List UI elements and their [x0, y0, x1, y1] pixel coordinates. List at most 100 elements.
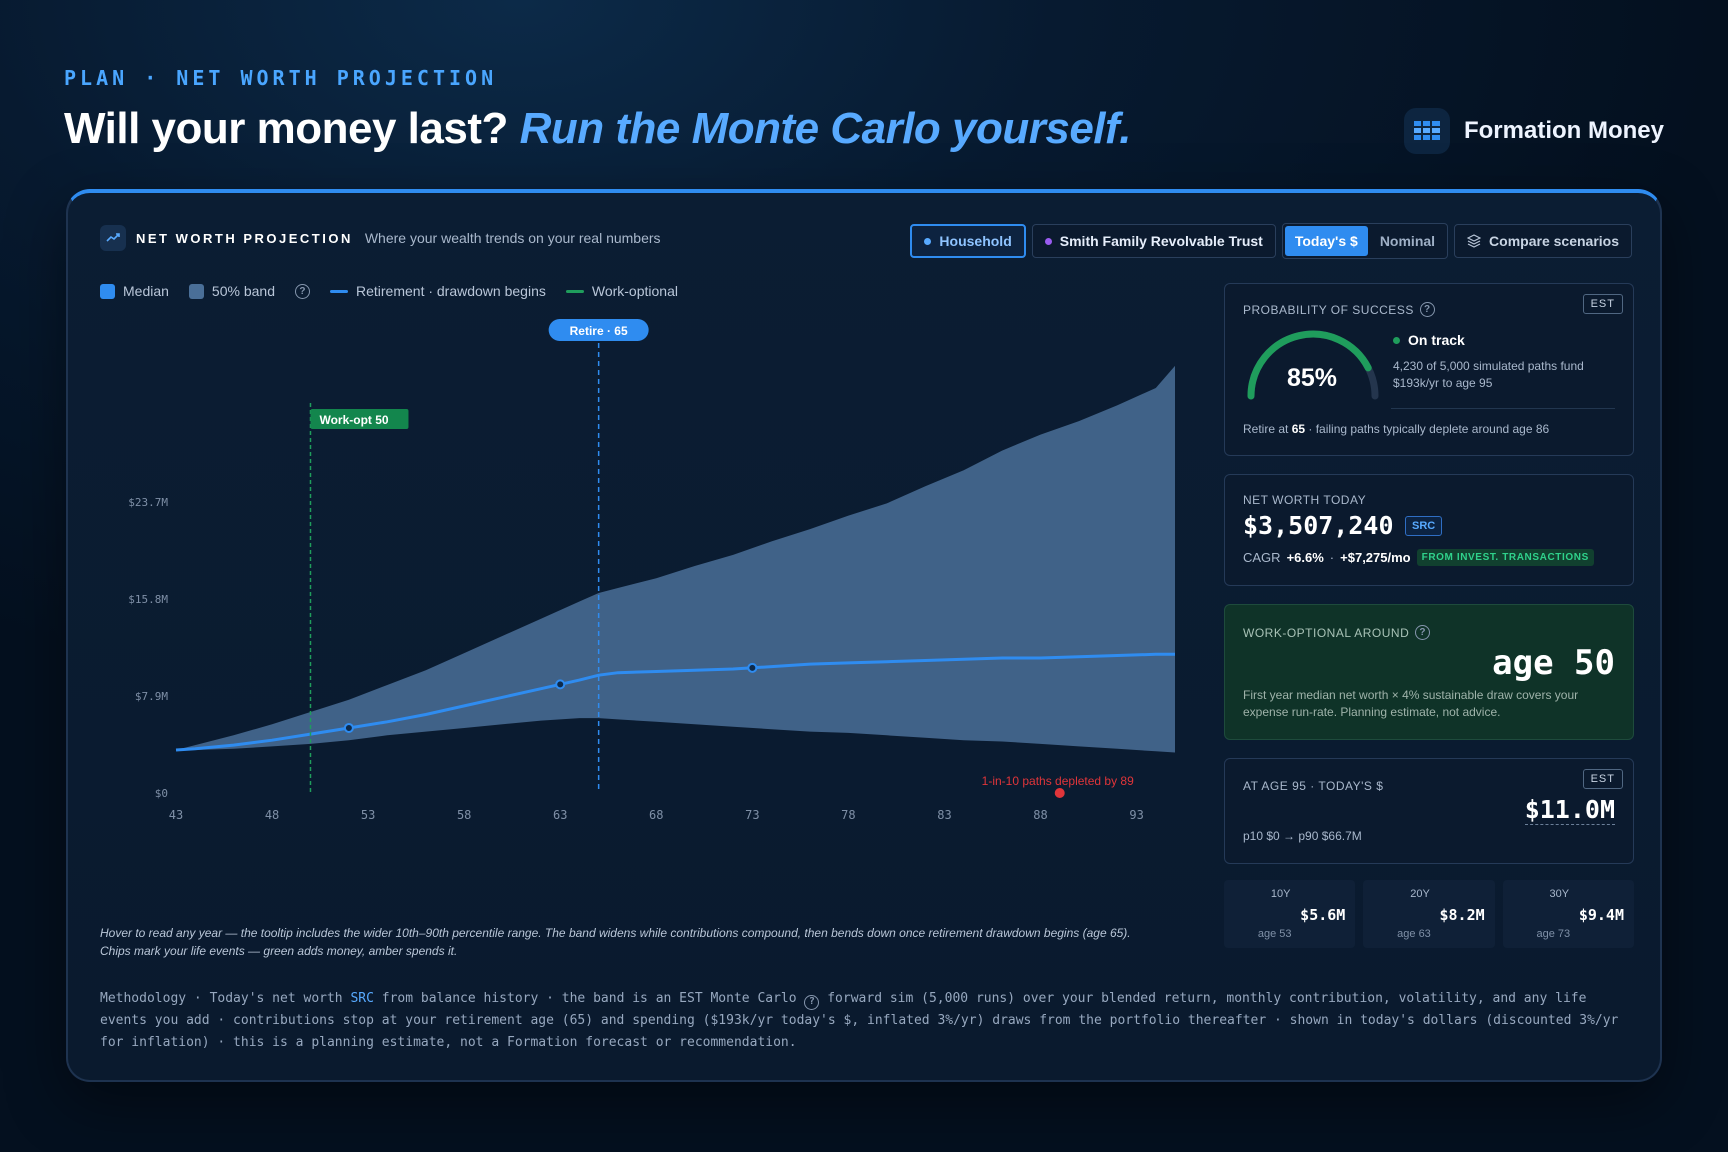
legend-median-label: Median: [123, 283, 169, 299]
x-tick-label: 43: [169, 808, 183, 822]
y-tick-label: $23.7M: [128, 496, 168, 509]
card-title: NET WORTH PROJECTION: [136, 230, 353, 246]
page-eyebrow: PLAN · NET WORTH PROJECTION: [64, 66, 498, 90]
retirement-line-swatch: [329, 289, 348, 293]
legend-band[interactable]: 50% band: [188, 283, 275, 299]
milestone-age: age 53: [1257, 928, 1292, 940]
cagr-value: +6.6%: [1286, 550, 1324, 565]
card-header: NET WORTH PROJECTION Where your wealth t…: [100, 225, 661, 251]
household-dot-icon: [924, 237, 932, 245]
headline-plain: Will your money last?: [64, 104, 508, 153]
work-optional-chip: [310, 409, 409, 429]
household-toggle[interactable]: Household: [910, 224, 1026, 258]
household-label: Household: [939, 233, 1012, 249]
legend-band-label: 50% band: [211, 283, 275, 299]
legend-retirement[interactable]: Retirement · drawdown begins: [329, 283, 546, 299]
x-tick-label: 68: [649, 808, 663, 822]
x-tick-label: 83: [937, 808, 951, 822]
page-title: Will your money last? Run the Monte Carl…: [64, 104, 1131, 154]
work-optional-note: First year median net worth × 4% sustain…: [1243, 688, 1579, 719]
projection-chart[interactable]: Work-opt 50 Retire · 65 1-in-10 paths depl…: [68, 193, 1268, 1080]
work-optional-line-swatch: [565, 289, 584, 293]
depletion-marker: [1054, 788, 1065, 798]
chart-legend: Median 50% band ? Retirement · drawdown …: [100, 283, 678, 299]
milestone-20y[interactable]: 20Y $8.2M age 63: [1363, 880, 1495, 948]
milestone-horizon: 30Y: [1549, 888, 1570, 900]
methodology-part-3: forward sim (5,000 runs) over your blend…: [100, 991, 1619, 1050]
compare-scenarios-button[interactable]: Compare scenarios: [1454, 224, 1632, 258]
depletion-label: 1-in-10 paths depleted by 89: [982, 774, 1134, 788]
status-label: On track: [1408, 332, 1465, 348]
projection-card: NET WORTH PROJECTION Where your wealth t…: [66, 189, 1662, 1082]
y-tick-label: $15.8M: [128, 593, 168, 606]
trend-icon: [100, 225, 126, 251]
net-worth-growth: CAGR +6.6% · +$7,275/mo FROM INVEST. TRA…: [1243, 549, 1594, 566]
probability-label: PROBABILITY OF SUCCESS: [1243, 302, 1414, 317]
gauge-fill: [1247, 330, 1372, 400]
net-worth-value: $3,507,240: [1243, 511, 1394, 540]
work-optional-value: age 50: [1492, 643, 1615, 683]
retire-age: 65: [1291, 422, 1306, 436]
retirement-chip-label: Retire · 65: [570, 324, 628, 338]
retire-prefix: Retire at: [1243, 422, 1292, 436]
milestone-10y[interactable]: 10Y $5.6M age 53: [1224, 880, 1356, 948]
median-swatch: [100, 283, 115, 299]
milestone-30y[interactable]: 30Y $9.4M age 73: [1502, 880, 1634, 948]
caption-line-2: Chips mark your life events — green adds…: [100, 944, 458, 958]
milestone-value: $8.2M: [1439, 906, 1485, 924]
trust-toggle[interactable]: Smith Family Revolvable Trust: [1031, 224, 1276, 258]
retirement-chip: [548, 319, 649, 341]
net-worth-panel: NET WORTH TODAY $3,507,240 SRC CAGR +6.6…: [1224, 474, 1634, 586]
compare-label: Compare scenarios: [1489, 233, 1619, 249]
methodology-part-1: Methodology · Today's net worth: [100, 991, 351, 1006]
age-95-est-badge: EST: [1582, 769, 1623, 789]
work-optional-label: WORK-OPTIONAL AROUND: [1243, 625, 1410, 640]
methodology-src: SRC: [350, 991, 374, 1006]
chart-caption: Hover to read any year — the tooltip inc…: [100, 924, 1240, 960]
methodology-note: Methodology · Today's net worth SRC from…: [100, 988, 1640, 1054]
milestone-horizon: 10Y: [1270, 888, 1291, 900]
age-95-value[interactable]: $11.0M: [1524, 795, 1615, 825]
projection-chart-svg[interactable]: Work-opt 50 Retire · 65 1-in-10 paths depl…: [68, 193, 1268, 913]
source-badge: FROM INVEST. TRANSACTIONS: [1416, 549, 1594, 566]
todays-dollars-option[interactable]: Today's $: [1284, 226, 1368, 256]
legend-work-optional[interactable]: Work-optional: [565, 283, 678, 299]
x-tick-label: 53: [361, 808, 375, 822]
milestone-age: age 73: [1536, 928, 1571, 940]
work-optional-help-icon[interactable]: ?: [1415, 625, 1431, 640]
probability-est-badge: EST: [1582, 294, 1623, 314]
x-tick-label: 58: [457, 808, 471, 822]
milestone-horizon: 20Y: [1410, 888, 1430, 900]
age-95-panel: AT AGE 95 · TODAY'S $ EST $11.0M p10 $0 …: [1224, 758, 1634, 864]
dollar-mode-toggle: Today's $ Nominal: [1281, 223, 1449, 259]
median-point: [555, 679, 566, 690]
x-tick-label: 88: [1033, 808, 1047, 822]
help-icon[interactable]: ?: [294, 283, 310, 299]
milestone-age: age 63: [1397, 928, 1431, 940]
x-tick-label: 48: [265, 808, 279, 822]
caption-line-1: Hover to read any year — the tooltip inc…: [100, 926, 1131, 940]
x-tick-label: 73: [745, 808, 759, 822]
work-optional-label-row: WORK-OPTIONAL AROUND ?: [1243, 625, 1431, 640]
retire-note: Retire at 65 · failing paths typically d…: [1243, 422, 1549, 436]
age-95-range: p10 $0 → p90 $66.7M: [1243, 829, 1362, 843]
probability-value: 85%: [1287, 364, 1338, 392]
nominal-option[interactable]: Nominal: [1379, 233, 1436, 249]
band-swatch: [188, 283, 204, 299]
x-tick-label: 93: [1129, 808, 1143, 822]
status-on-track: On track: [1393, 332, 1465, 348]
milestone-value: $5.6M: [1300, 906, 1346, 924]
median-point: [747, 662, 758, 673]
brand[interactable]: Formation Money: [1403, 108, 1664, 154]
probability-panel: PROBABILITY OF SUCCESS ? EST 85% On trac…: [1224, 283, 1634, 456]
trust-dot-icon: [1044, 237, 1052, 245]
methodology-help-icon[interactable]: ?: [804, 994, 820, 1010]
legend-work-optional-label: Work-optional: [591, 283, 678, 299]
net-worth-src-badge[interactable]: SRC: [1405, 516, 1443, 536]
panel-divider: [1391, 408, 1615, 409]
probability-help-icon[interactable]: ?: [1419, 302, 1435, 317]
legend-median[interactable]: Median: [100, 283, 169, 299]
median-line: [175, 652, 1175, 752]
y-tick-label: $7.9M: [135, 690, 168, 703]
median-point: [343, 722, 354, 733]
